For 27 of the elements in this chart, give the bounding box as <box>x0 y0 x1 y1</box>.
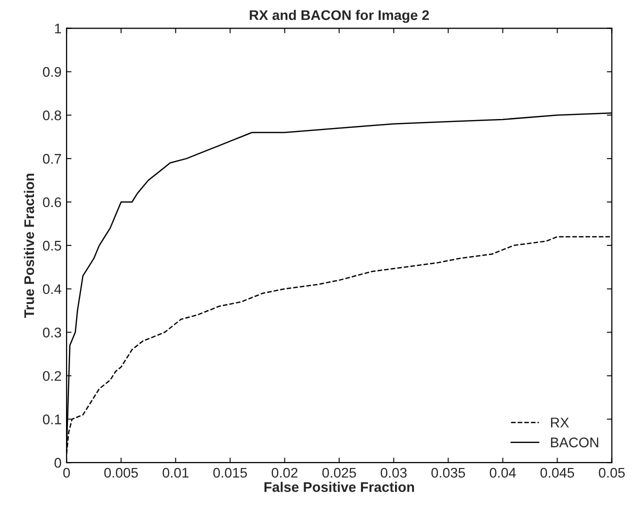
x-axis-title: False Positive Fraction <box>264 482 414 492</box>
x-tick-label: 0.01 <box>162 468 188 478</box>
x-tick-label: 0.02 <box>272 468 298 478</box>
y-tick-label: 0.7 <box>42 154 62 164</box>
x-tick-label: 0.045 <box>540 468 574 478</box>
x-tick-label: 0 <box>63 468 70 478</box>
y-tick-label: 0.9 <box>42 67 62 77</box>
y-tick-label: 0.2 <box>42 371 62 381</box>
x-tick-label: 0.03 <box>380 468 407 478</box>
legend-label: BACON <box>551 438 598 448</box>
x-tick-label: 0.05 <box>598 468 625 478</box>
y-tick-label: 0.1 <box>42 414 62 424</box>
chart-title: RX and BACON for Image 2 <box>250 10 429 23</box>
y-tick-label: 1 <box>55 24 62 34</box>
legend-label: RX <box>551 418 569 428</box>
y-tick-label: 0.6 <box>42 197 62 208</box>
x-tick-label: 0.005 <box>104 468 138 478</box>
y-tick-label: 0.5 <box>42 240 62 251</box>
x-tick-label: 0.015 <box>213 468 247 478</box>
x-tick-label: 0.04 <box>490 468 516 478</box>
y-tick-label: 0.8 <box>42 110 62 120</box>
y-axis-title: True Positive Fraction <box>24 174 34 318</box>
y-tick-label: 0.3 <box>42 328 62 338</box>
x-tick-label: 0.035 <box>431 468 466 478</box>
x-tick-label: 0.025 <box>322 468 356 478</box>
y-tick-label: 0.4 <box>42 284 62 294</box>
y-tick-label: 0 <box>54 458 62 468</box>
